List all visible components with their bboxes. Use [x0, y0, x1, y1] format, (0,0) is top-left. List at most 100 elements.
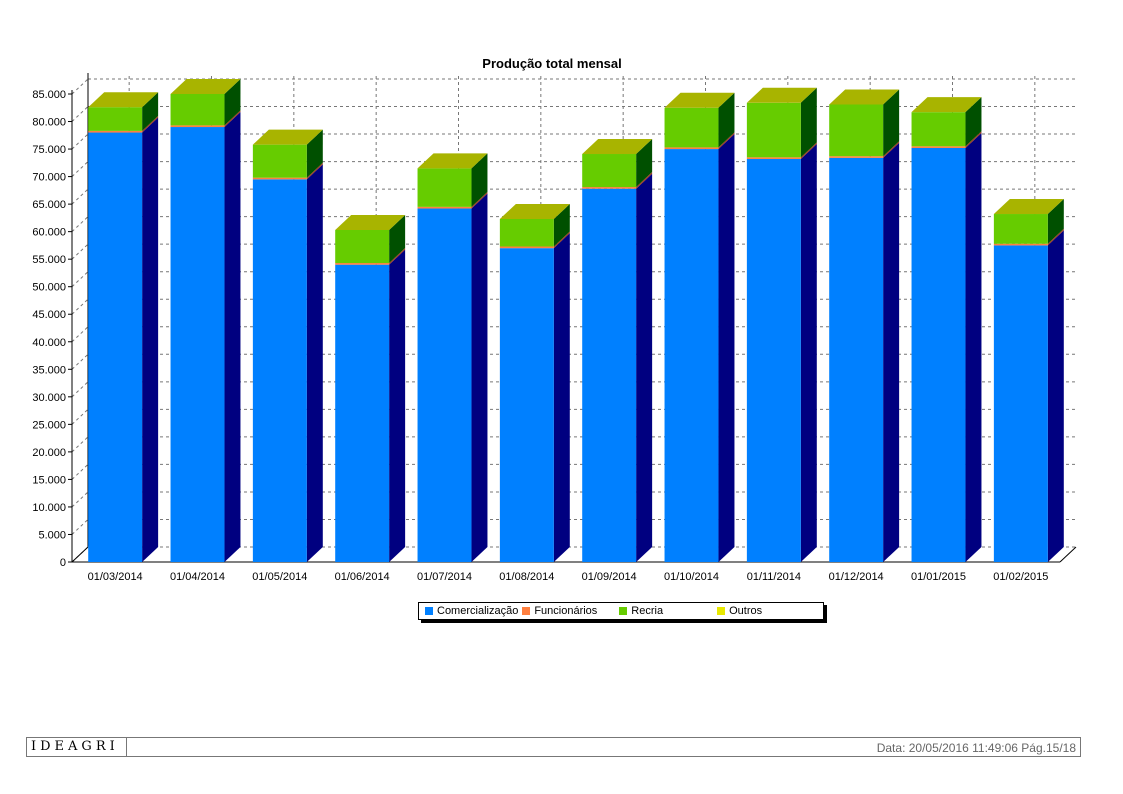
- x-tick-label: 01/04/2014: [170, 571, 225, 583]
- x-tick-label: 01/06/2014: [335, 571, 390, 583]
- ideagri-logo: IDEAGRI: [27, 738, 127, 756]
- y-tick-label: 80.000: [32, 117, 66, 129]
- gridline-wall: [71, 243, 89, 260]
- gridline-wall: [71, 491, 89, 508]
- bar-Recria: [993, 214, 1048, 244]
- bar-Funcionários: [664, 147, 719, 150]
- bar-side-Recria: [1047, 199, 1064, 244]
- bar-side-Comercialização: [636, 173, 653, 562]
- y-tick-label: 40.000: [32, 337, 66, 349]
- bar-side-Comercialização: [718, 134, 735, 562]
- bar-Funcionários: [746, 157, 801, 159]
- bar-Funcionários: [88, 130, 143, 133]
- bar-top-Recria: [252, 129, 323, 145]
- bar-Comercialização: [993, 245, 1048, 563]
- bar-side-Funcionários: [142, 115, 159, 133]
- axes: [71, 73, 1077, 563]
- bar-Recria: [252, 144, 307, 178]
- bar-side-Funcionários: [306, 162, 323, 180]
- y-tick-label: 30.000: [32, 392, 66, 404]
- bar-Comercialização: [417, 208, 472, 563]
- bar-Funcionários: [499, 246, 554, 249]
- gridline-wall: [71, 271, 89, 288]
- bar-top-Recria: [335, 214, 406, 230]
- x-tick-label: 01/02/2015: [993, 571, 1048, 583]
- bar-Recria: [829, 104, 884, 157]
- bar-top-Recria: [993, 199, 1064, 215]
- bar-side-Recria: [718, 92, 735, 148]
- bar-Recria: [417, 168, 472, 207]
- bar-side-Comercialização: [142, 117, 159, 563]
- bar-side-Funcionários: [965, 131, 982, 148]
- y-tick-label: 0: [60, 557, 66, 569]
- footer-print-info: Data: 20/05/2016 11:49:06 Pág.15/18: [876, 741, 1076, 755]
- bar-side-Recria: [965, 97, 982, 147]
- gridline-wall: [71, 436, 89, 453]
- bar-Funcionários: [170, 125, 225, 128]
- legend-swatch: [619, 607, 628, 615]
- y-tick-label: 50.000: [32, 282, 66, 294]
- bar-side-Recria: [800, 87, 817, 158]
- bar-Funcionários: [582, 187, 637, 189]
- gridline-wall: [71, 161, 89, 177]
- bar-top-Recria: [417, 153, 488, 169]
- bar-Recria: [746, 102, 801, 158]
- bar-side-Recria: [389, 214, 406, 264]
- bars: [88, 79, 1064, 563]
- bar-Comercialização: [499, 248, 554, 562]
- bar-Comercialização: [829, 157, 884, 563]
- gridline-wall: [71, 78, 89, 95]
- y-tick-label: 15.000: [32, 474, 66, 486]
- legend-swatch: [425, 607, 433, 615]
- chart-title: Produção total mensal: [482, 56, 621, 71]
- bar-side-Comercialização: [1047, 230, 1064, 563]
- gridline-wall: [71, 464, 89, 480]
- bar-side-Funcionários: [389, 248, 406, 265]
- bar-side-Comercialização: [389, 249, 406, 562]
- legend-label: Outros: [729, 605, 763, 617]
- bar-top-Recria: [499, 203, 570, 219]
- legend-label: Comercialização: [437, 605, 519, 617]
- x-tick-label: 01/01/2015: [911, 571, 966, 583]
- x-tick-label: 01/07/2014: [417, 571, 472, 583]
- y-tick-label: 55.000: [32, 254, 66, 266]
- bar-Recria: [499, 218, 554, 247]
- bar-top-Recria: [582, 139, 653, 155]
- legend-swatch: [522, 607, 531, 615]
- bar-Recria: [911, 112, 966, 147]
- bar-top-Recria: [170, 79, 241, 94]
- bar-Comercialização: [170, 127, 225, 563]
- y-tick-label: 10.000: [32, 502, 66, 514]
- bar-side-Funcionários: [883, 141, 900, 158]
- legend: Comercialização Funcionários Recria Outr…: [418, 602, 824, 620]
- bar-top-Recria: [746, 87, 817, 103]
- y-tick-label: 60.000: [32, 227, 66, 239]
- gridline-wall: [71, 106, 89, 122]
- bar-Recria: [88, 107, 143, 131]
- bar-side-Comercialização: [553, 233, 570, 562]
- bar-top-Recria: [664, 92, 735, 108]
- bar-side-Comercialização: [800, 143, 817, 562]
- legend-swatch: [717, 607, 726, 615]
- y-tick-label: 25.000: [32, 419, 66, 431]
- bar-side-Comercialização: [306, 164, 323, 562]
- bar-Comercialização: [88, 132, 143, 562]
- bar-side-Funcionários: [471, 191, 488, 209]
- bar-top-Recria: [88, 92, 159, 108]
- bar-Funcionários: [993, 243, 1048, 246]
- bar-side-Funcionários: [800, 142, 817, 159]
- bar-Recria: [664, 107, 719, 148]
- x-tick-label: 01/05/2014: [252, 571, 307, 583]
- x-tick-label: 01/03/2014: [88, 571, 143, 583]
- bar-Comercialização: [335, 264, 390, 562]
- legend-item-funcionarios: Funcionários: [522, 605, 597, 617]
- y-tick-label: 45.000: [32, 309, 66, 321]
- x-tick-label: 01/10/2014: [664, 571, 719, 583]
- floor-left-edge: [71, 546, 89, 563]
- y-tick-label: 35.000: [32, 364, 66, 376]
- legend-item-recria: Recria: [619, 605, 663, 617]
- bar-Funcionários: [335, 263, 390, 265]
- bar-Funcionários: [252, 177, 307, 180]
- legend-item-comercializacao: Comercialização: [425, 605, 518, 617]
